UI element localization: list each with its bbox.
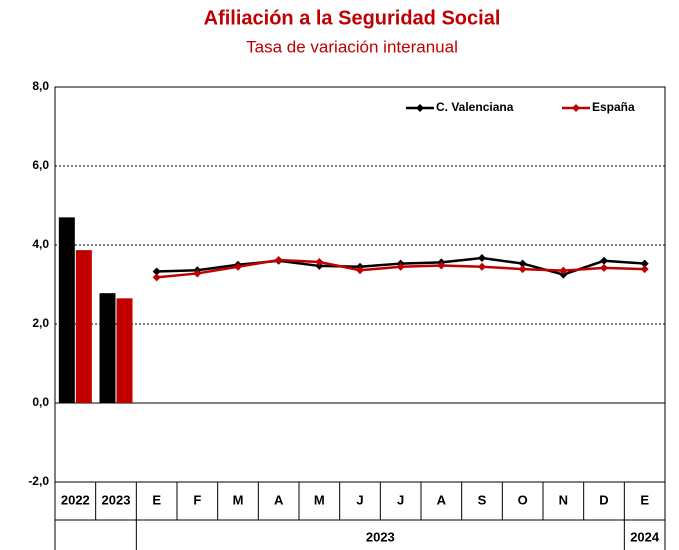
marker: [559, 266, 568, 275]
marker: [396, 262, 405, 271]
legend-label: España: [592, 100, 635, 114]
marker: [152, 267, 161, 276]
x-tick-label: J: [356, 492, 363, 507]
y-tick-label: 6,0: [32, 158, 49, 172]
marker: [600, 263, 608, 272]
y-tick-label: 8,0: [32, 79, 49, 93]
bar: [99, 293, 116, 403]
marker: [274, 256, 283, 265]
marker: [315, 257, 324, 266]
chart-title: Afiliación a la Seguridad Social: [204, 7, 501, 29]
x-tick-label: F: [193, 492, 201, 507]
legend-marker: [416, 104, 424, 112]
x-tick-label: 2023: [102, 492, 131, 507]
x-tick-label: J: [397, 492, 404, 507]
x-tick-label: 2022: [61, 492, 90, 507]
marker: [356, 266, 364, 275]
x-tick-label: M: [314, 492, 325, 507]
y-tick-label: -2,0: [28, 474, 49, 488]
x-tick-label: E: [640, 492, 649, 507]
marker: [640, 259, 649, 268]
x-group-label: 2023: [366, 529, 395, 544]
bar: [58, 217, 75, 403]
marker: [193, 269, 202, 278]
x-tick-label: E: [152, 492, 161, 507]
marker: [478, 254, 486, 263]
legend-label: C. Valenciana: [436, 100, 514, 114]
x-tick-label: O: [518, 492, 528, 507]
x-tick-label: M: [233, 492, 244, 507]
chart-subtitle: Tasa de variación interanual: [246, 37, 458, 56]
marker: [152, 273, 161, 282]
x-tick-label: D: [599, 492, 608, 507]
x-tick-label: S: [478, 492, 487, 507]
legend-marker: [572, 104, 580, 112]
marker: [478, 262, 486, 271]
marker: [234, 262, 242, 271]
bar: [116, 298, 133, 403]
plot-frame: [54, 86, 666, 483]
x-tick-label: A: [437, 492, 447, 507]
marker: [518, 265, 527, 274]
marker: [640, 265, 649, 274]
x-tick-label: N: [559, 492, 568, 507]
x-tick-label: A: [274, 492, 284, 507]
marker: [600, 256, 608, 265]
bar: [75, 250, 92, 403]
marker: [518, 259, 527, 268]
x-group-label: 2024: [630, 529, 660, 544]
y-tick-label: 4,0: [32, 237, 49, 251]
y-tick-label: 0,0: [32, 395, 49, 409]
marker: [437, 261, 446, 270]
y-tick-label: 2,0: [32, 316, 49, 330]
